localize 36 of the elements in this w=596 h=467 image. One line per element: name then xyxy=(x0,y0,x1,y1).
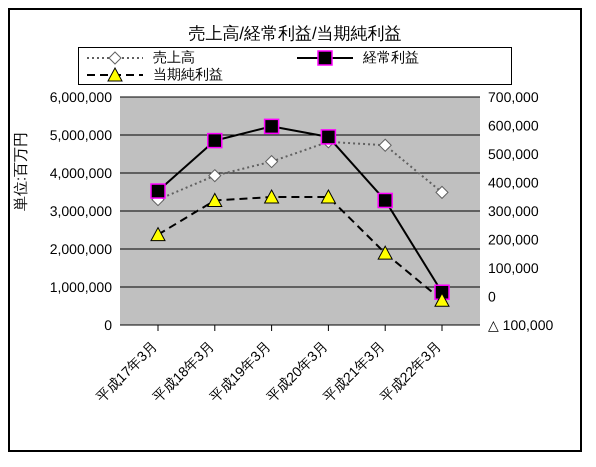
point xyxy=(436,186,448,199)
y2-tick-label: 200,000 xyxy=(488,231,539,248)
point xyxy=(320,129,336,145)
legend-label: 当期純利益 xyxy=(153,66,223,84)
y2-tick-label: 0 xyxy=(488,288,496,304)
point xyxy=(320,190,336,204)
y-tick-label: 3,000,000 xyxy=(50,202,112,219)
y2-tick-label: △ 100,000 xyxy=(488,316,554,333)
point xyxy=(378,138,392,152)
point xyxy=(264,190,280,204)
y-tick-label: 5,000,000 xyxy=(50,126,112,143)
legend-label: 経常利益 xyxy=(363,48,419,66)
y2-tick-label: 500,000 xyxy=(488,146,539,162)
point xyxy=(377,192,393,208)
point xyxy=(208,169,222,182)
y-tick-label: 6,000,000 xyxy=(50,88,112,105)
legend-label: 売上高 xyxy=(153,48,195,66)
y-tick-label: 2,000,000 xyxy=(50,240,112,257)
point xyxy=(207,132,223,148)
y-tick-label: 0 xyxy=(104,316,112,333)
y2-tick-label: 300,000 xyxy=(488,202,539,219)
point xyxy=(150,183,166,199)
point xyxy=(150,227,166,242)
y-tick-label: 1,000,000 xyxy=(50,278,112,295)
y-axis-title: 単位:百万円 xyxy=(12,132,30,211)
y-tick-label: 4,000,000 xyxy=(50,164,112,181)
y2-tick-label: 600,000 xyxy=(488,117,539,134)
point xyxy=(434,292,450,307)
y2-tick-label: 400,000 xyxy=(488,174,539,190)
point xyxy=(265,155,278,168)
y2-tick-label: 700,000 xyxy=(488,88,539,105)
chart-title: 売上高/経常利益/当期純利益 xyxy=(187,23,403,45)
point xyxy=(264,118,280,134)
y2-tick-label: 100,000 xyxy=(488,260,539,276)
point xyxy=(207,192,222,207)
point xyxy=(378,246,393,260)
